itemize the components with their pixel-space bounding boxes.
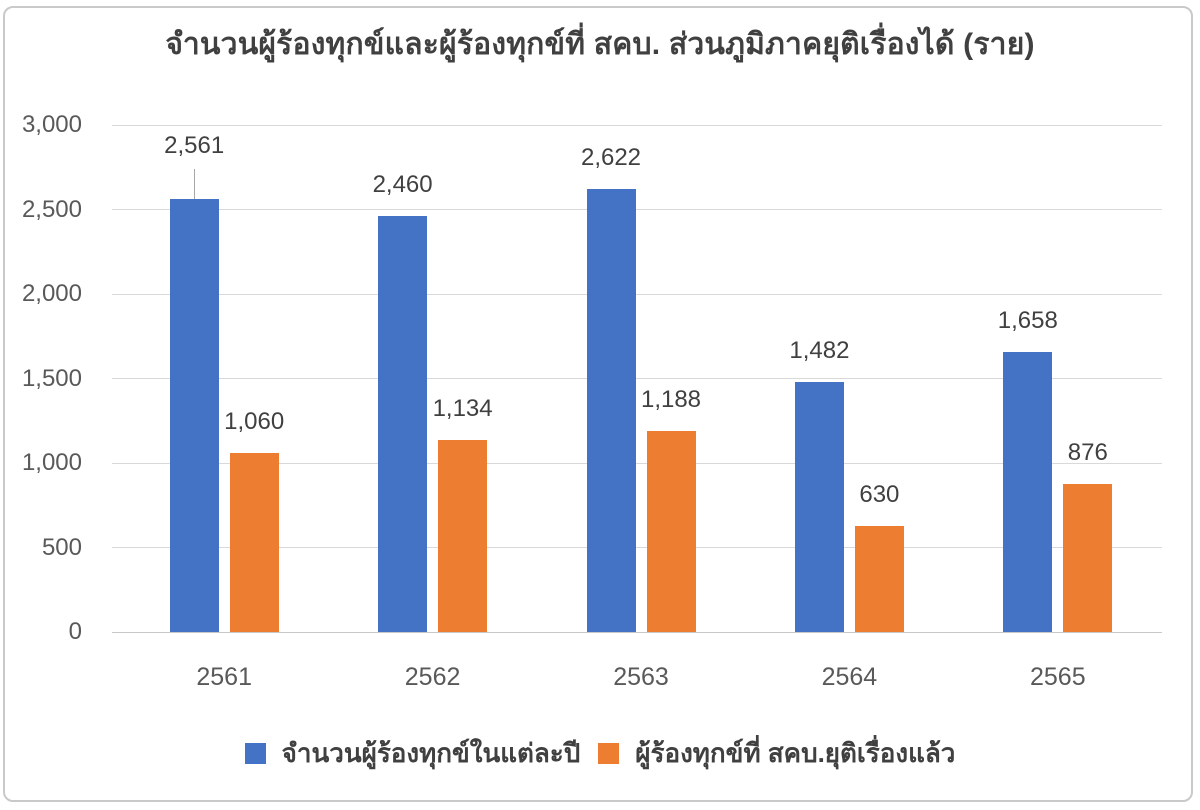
gridline bbox=[112, 209, 1162, 210]
y-axis-tick-label: 2,500 bbox=[21, 195, 82, 223]
label-leader-line bbox=[193, 169, 195, 200]
bar-series2-2561 bbox=[229, 452, 279, 632]
legend-item-series2: ผู้ร้องทุกข์ที่ สคบ.ยุติเรื่องแล้ว bbox=[598, 736, 955, 770]
chart-title: จำนวนผู้ร้องทุกข์และผู้ร้องทุกข์ที่ สคบ.… bbox=[165, 28, 1035, 61]
gridline bbox=[112, 293, 1162, 295]
y-axis-tick-label: 1,500 bbox=[21, 364, 82, 392]
y-axis-tick-label: 0 bbox=[68, 618, 82, 645]
x-axis-category-label: 2565 bbox=[1029, 663, 1086, 691]
y-axis-tick-label: 3,000 bbox=[21, 111, 82, 138]
bar-series2-2564 bbox=[854, 525, 904, 632]
data-label-series2-2564: 630 bbox=[859, 480, 900, 508]
y-axis-tick-label: 1,000 bbox=[21, 449, 82, 476]
x-axis-category-label: 2562 bbox=[404, 663, 461, 691]
gridline bbox=[112, 462, 1162, 464]
bar-series1-2561 bbox=[169, 199, 219, 632]
legend-label: จำนวนผู้ร้องทุกข์ในแต่ละปี bbox=[281, 738, 581, 768]
data-label-series1-2564: 1,482 bbox=[789, 336, 850, 364]
data-label-series2-2561: 1,060 bbox=[224, 407, 285, 435]
data-label-series2-2565: 876 bbox=[1067, 438, 1108, 466]
data-label-series1-2563: 2,622 bbox=[580, 143, 642, 171]
gridline bbox=[112, 378, 1162, 379]
legend: จำนวนผู้ร้องทุกข์ในแต่ละปี ผู้ร้องทุกข์ที… bbox=[0, 736, 1200, 770]
data-label-series2-2563: 1,188 bbox=[640, 386, 702, 414]
x-axis-category-label: 2564 bbox=[821, 663, 878, 691]
data-label-series2-2562: 1,134 bbox=[432, 395, 493, 423]
y-axis-tick-label: 2,000 bbox=[21, 280, 82, 307]
bar-series1-2564 bbox=[794, 381, 844, 632]
legend-item-series1: จำนวนผู้ร้องทุกข์ในแต่ละปี bbox=[244, 736, 581, 770]
gridline bbox=[112, 124, 1162, 126]
gridline bbox=[112, 547, 1162, 548]
bar-series1-2563 bbox=[586, 188, 636, 632]
bar-series2-2562 bbox=[438, 440, 488, 632]
legend-swatch-icon bbox=[244, 742, 266, 764]
x-axis-category-label: 2561 bbox=[196, 663, 252, 691]
x-axis-line bbox=[112, 631, 1162, 633]
bar-series2-2565 bbox=[1063, 483, 1113, 632]
bar-series1-2562 bbox=[378, 216, 428, 632]
data-label-series1-2565: 1,658 bbox=[997, 306, 1058, 334]
legend-swatch-icon bbox=[598, 742, 620, 764]
x-axis-category-label: 2563 bbox=[613, 663, 669, 691]
legend-label: ผู้ร้องทุกข์ที่ สคบ.ยุติเรื่องแล้ว bbox=[635, 738, 956, 768]
data-label-series1-2561: 2,561 bbox=[164, 132, 225, 159]
y-axis-tick-label: 500 bbox=[41, 533, 82, 561]
bar-series1-2565 bbox=[1003, 351, 1053, 632]
data-label-series1-2562: 2,460 bbox=[372, 171, 433, 199]
bar-series2-2563 bbox=[646, 431, 696, 632]
